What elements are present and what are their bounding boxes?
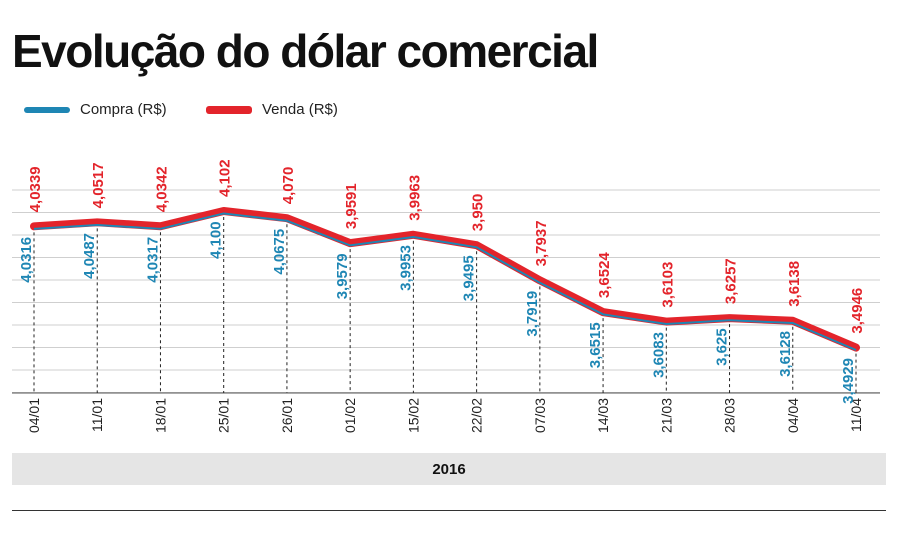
legend-label-compra: Compra (R$)	[80, 101, 167, 118]
data-label-compra: 3,6083	[650, 332, 667, 378]
legend-swatch-compra	[24, 106, 70, 113]
line-chart: 04/01 11/01 18/01 25/01 26/01 01/02 15/02 22/02…	[12, 159, 880, 433]
x-tick-label: 18/01	[152, 398, 168, 433]
legend-label-venda: Venda (R$)	[262, 101, 338, 118]
data-label-compra: 4,0675	[271, 229, 288, 275]
x-tick-label: 01/02	[342, 398, 358, 433]
x-tick-label: 22/02	[469, 398, 485, 433]
data-label-venda: 3,6524	[596, 252, 613, 299]
x-tick-label: 25/01	[216, 398, 232, 433]
bottom-rule	[12, 510, 886, 511]
data-label-compra: 4,0317	[144, 237, 161, 283]
x-tick-label: 11/01	[89, 398, 105, 432]
data-label-compra: 3,6515	[587, 322, 604, 368]
data-label-venda: 4,0339	[27, 166, 44, 212]
data-label-compra: 3,9579	[334, 253, 351, 299]
legend-item-compra: Compra (R$)	[24, 101, 167, 118]
year-band: 2016	[12, 453, 886, 485]
data-label-compra: 3,6128	[777, 331, 794, 377]
x-tick-label: 07/03	[532, 398, 548, 433]
data-label-compra: 3,4929	[840, 358, 857, 404]
x-tick-label: 04/04	[785, 398, 801, 433]
data-label-compra: 4,0316	[18, 237, 35, 283]
series-line-compra	[33, 212, 857, 351]
x-tick-label: 14/03	[595, 398, 611, 433]
year-label: 2016	[432, 460, 466, 478]
x-tick-label: 21/03	[658, 398, 674, 433]
data-label-compra: 3,9953	[397, 245, 414, 291]
data-label-compra: 4,0487	[81, 233, 98, 279]
data-label-venda: 3,7937	[533, 220, 550, 266]
data-label-venda: 4,102	[217, 159, 234, 197]
x-tick-label: 15/02	[405, 398, 421, 433]
x-tick-label: 04/01	[26, 398, 42, 433]
data-label-venda: 3,9963	[406, 175, 423, 221]
data-label-compra: 4,100	[208, 221, 225, 259]
legend-swatch-venda	[206, 105, 252, 114]
data-labels: 4,0339 4,0517 4,0342 4,102 4,070 3,9591 3,9963…	[18, 159, 866, 403]
chart-title: Evolução do dólar comercial	[12, 25, 599, 77]
legend-item-venda: Venda (R$)	[206, 101, 338, 118]
data-label-compra: 3,9495	[461, 255, 478, 301]
data-label-venda: 4,0342	[153, 166, 170, 212]
x-tick-label: 26/01	[279, 398, 295, 433]
data-label-venda: 3,6103	[659, 262, 676, 308]
data-label-venda: 4,070	[280, 167, 297, 205]
data-label-venda: 4,0517	[90, 162, 107, 208]
data-label-venda: 3,6257	[723, 258, 740, 304]
data-label-venda: 3,6138	[786, 261, 803, 307]
series-line-venda	[30, 207, 860, 352]
data-label-venda: 3,4946	[849, 288, 866, 334]
data-label-compra: 3,625	[714, 328, 731, 366]
grid	[12, 189, 880, 394]
x-tick-label: 28/03	[722, 398, 738, 433]
data-label-compra: 3,7919	[524, 291, 541, 337]
x-ticks: 04/01 11/01 18/01 25/01 26/01 01/02 15/02 22/02…	[26, 211, 864, 433]
data-label-venda: 3,9591	[343, 183, 360, 229]
x-tick-label: 11/04	[848, 398, 864, 432]
data-label-venda: 3,950	[470, 194, 487, 232]
